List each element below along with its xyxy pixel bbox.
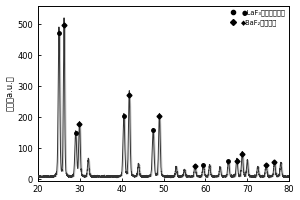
Legend: ●LaF₃氟钓鑰矿结构, ◆BaF₂萧石结构: ●LaF₃氟钓鑰矿结构, ◆BaF₂萧石结构	[226, 9, 286, 27]
Y-axis label: 强度（a.u.）: 强度（a.u.）	[6, 75, 15, 111]
